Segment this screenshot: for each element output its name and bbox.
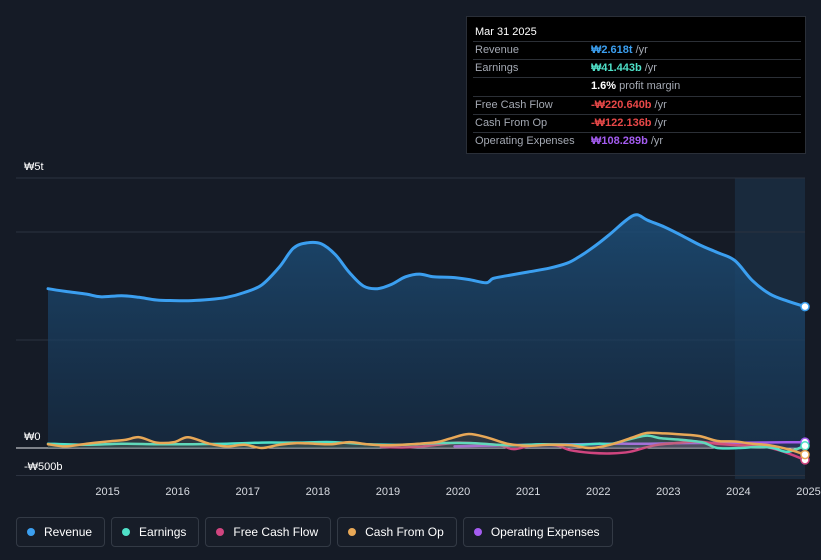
- legend-dot-icon: [348, 528, 357, 536]
- tooltip-rows: Revenue ₩2.618t/yr Earnings ₩41.443b/yr 1.6%…: [467, 41, 807, 150]
- tooltip-date: Mar 31 2025: [475, 26, 537, 38]
- tooltip-value: ₩41.443b/yr: [591, 62, 657, 74]
- chart-legend: Revenue Earnings Free Cash Flow Cash From O…: [16, 517, 613, 547]
- legend-label: Cash From Op: [365, 525, 444, 539]
- x-tick-label: 2018: [306, 486, 330, 498]
- legend-item-earnings[interactable]: Earnings: [111, 517, 200, 547]
- legend-label: Earnings: [139, 525, 187, 539]
- revenue-area: [48, 214, 805, 448]
- revenue-end-marker: [800, 301, 810, 312]
- legend-item-free-cash-flow[interactable]: Free Cash Flow: [205, 517, 332, 547]
- x-axis-ticks: 2015 2016 2017 2018 2019 2020 2021 2022 2023 2024…: [95, 486, 820, 498]
- x-tick-label: 2020: [446, 486, 470, 498]
- legend-dot-icon: [27, 528, 35, 536]
- tooltip-label: Earnings: [475, 62, 519, 75]
- free-cash-flow-area: [380, 441, 805, 460]
- x-tick-label: 2016: [165, 486, 189, 498]
- tooltip-value-text: -₩220.640b: [591, 98, 652, 111]
- tooltip-row: Free Cash Flow -₩220.640b/yr: [473, 95, 801, 114]
- legend-label: Free Cash Flow: [233, 525, 319, 539]
- x-tick-label: 2019: [376, 486, 400, 498]
- tooltip-unit: /yr: [650, 134, 664, 147]
- x-tick-label: 2022: [586, 486, 610, 498]
- data-tooltip: Mar 31 2025 Revenue ₩2.618t/yr Earnings ₩41…: [466, 16, 806, 154]
- tooltip-unit: /yr: [635, 44, 648, 56]
- y-label-zero: ₩0: [24, 431, 41, 443]
- tooltip-label: Revenue: [475, 44, 520, 56]
- financials-chart: ₩5t ₩0 -₩500b 2015 2016 2017 2018 2019 2020 20…: [16, 161, 821, 498]
- tooltip-label: Free Cash Flow: [475, 98, 553, 111]
- tooltip-value: -₩220.640b/yr: [591, 99, 667, 111]
- tooltip-label: Cash From Op: [475, 116, 548, 129]
- tooltip-row: Cash From Op -₩122.136b/yr: [473, 113, 801, 132]
- legend-item-cash-from-op[interactable]: Cash From Op: [337, 517, 457, 547]
- x-tick-label: 2021: [516, 486, 540, 498]
- tooltip-unit: /yr: [654, 116, 667, 129]
- x-tick-label: 2015: [95, 486, 119, 498]
- tooltip-value-text: 1.6%: [591, 80, 617, 93]
- tooltip-label: Operating Expenses: [475, 134, 575, 147]
- cash-from-op-line: [46, 431, 807, 456]
- tooltip-row: Revenue ₩2.618t/yr: [473, 41, 801, 59]
- tooltip-unit: /yr: [644, 62, 657, 75]
- series-layer: [46, 213, 810, 465]
- legend-label: Revenue: [44, 525, 93, 539]
- tooltip-row: Earnings ₩41.443b/yr: [473, 59, 801, 77]
- cash-from-op-end-marker: [800, 449, 810, 460]
- tooltip-value: 1.6% profit margin: [591, 80, 680, 92]
- legend-item-revenue[interactable]: Revenue: [16, 517, 106, 547]
- tooltip-unit: profit margin: [619, 80, 681, 93]
- tooltip-value-text: ₩2.618t: [591, 44, 633, 56]
- tooltip-value-text: ₩41.443b: [591, 62, 642, 75]
- tooltip-value: -₩122.136b/yr: [591, 117, 667, 129]
- x-tick-label: 2025: [796, 486, 820, 498]
- tooltip-value-text: ₩108.289b: [591, 134, 648, 147]
- x-tick-label: 2023: [656, 486, 680, 498]
- legend-dot-icon: [122, 528, 131, 536]
- tooltip-row: 1.6% profit margin: [473, 77, 801, 95]
- legend-dot-icon: [216, 528, 225, 536]
- tooltip-row: Operating Expenses ₩108.289b/yr: [473, 131, 801, 150]
- legend-item-operating-expenses[interactable]: Operating Expenses: [462, 517, 613, 547]
- earnings-end-marker: [800, 441, 810, 451]
- x-tick-label: 2024: [726, 486, 750, 498]
- tooltip-value: ₩108.289b/yr: [591, 135, 663, 147]
- tooltip-value-text: -₩122.136b: [591, 116, 652, 129]
- legend-label: Operating Expenses: [490, 525, 600, 539]
- legend-dot-icon: [473, 528, 482, 536]
- x-tick-label: 2017: [236, 486, 260, 498]
- y-label-bottom: -₩500b: [24, 461, 63, 473]
- tooltip-unit: /yr: [654, 98, 667, 111]
- y-label-top: ₩5t: [24, 161, 44, 173]
- revenue-line: [46, 213, 807, 309]
- tooltip-value: ₩2.618t/yr: [591, 44, 648, 56]
